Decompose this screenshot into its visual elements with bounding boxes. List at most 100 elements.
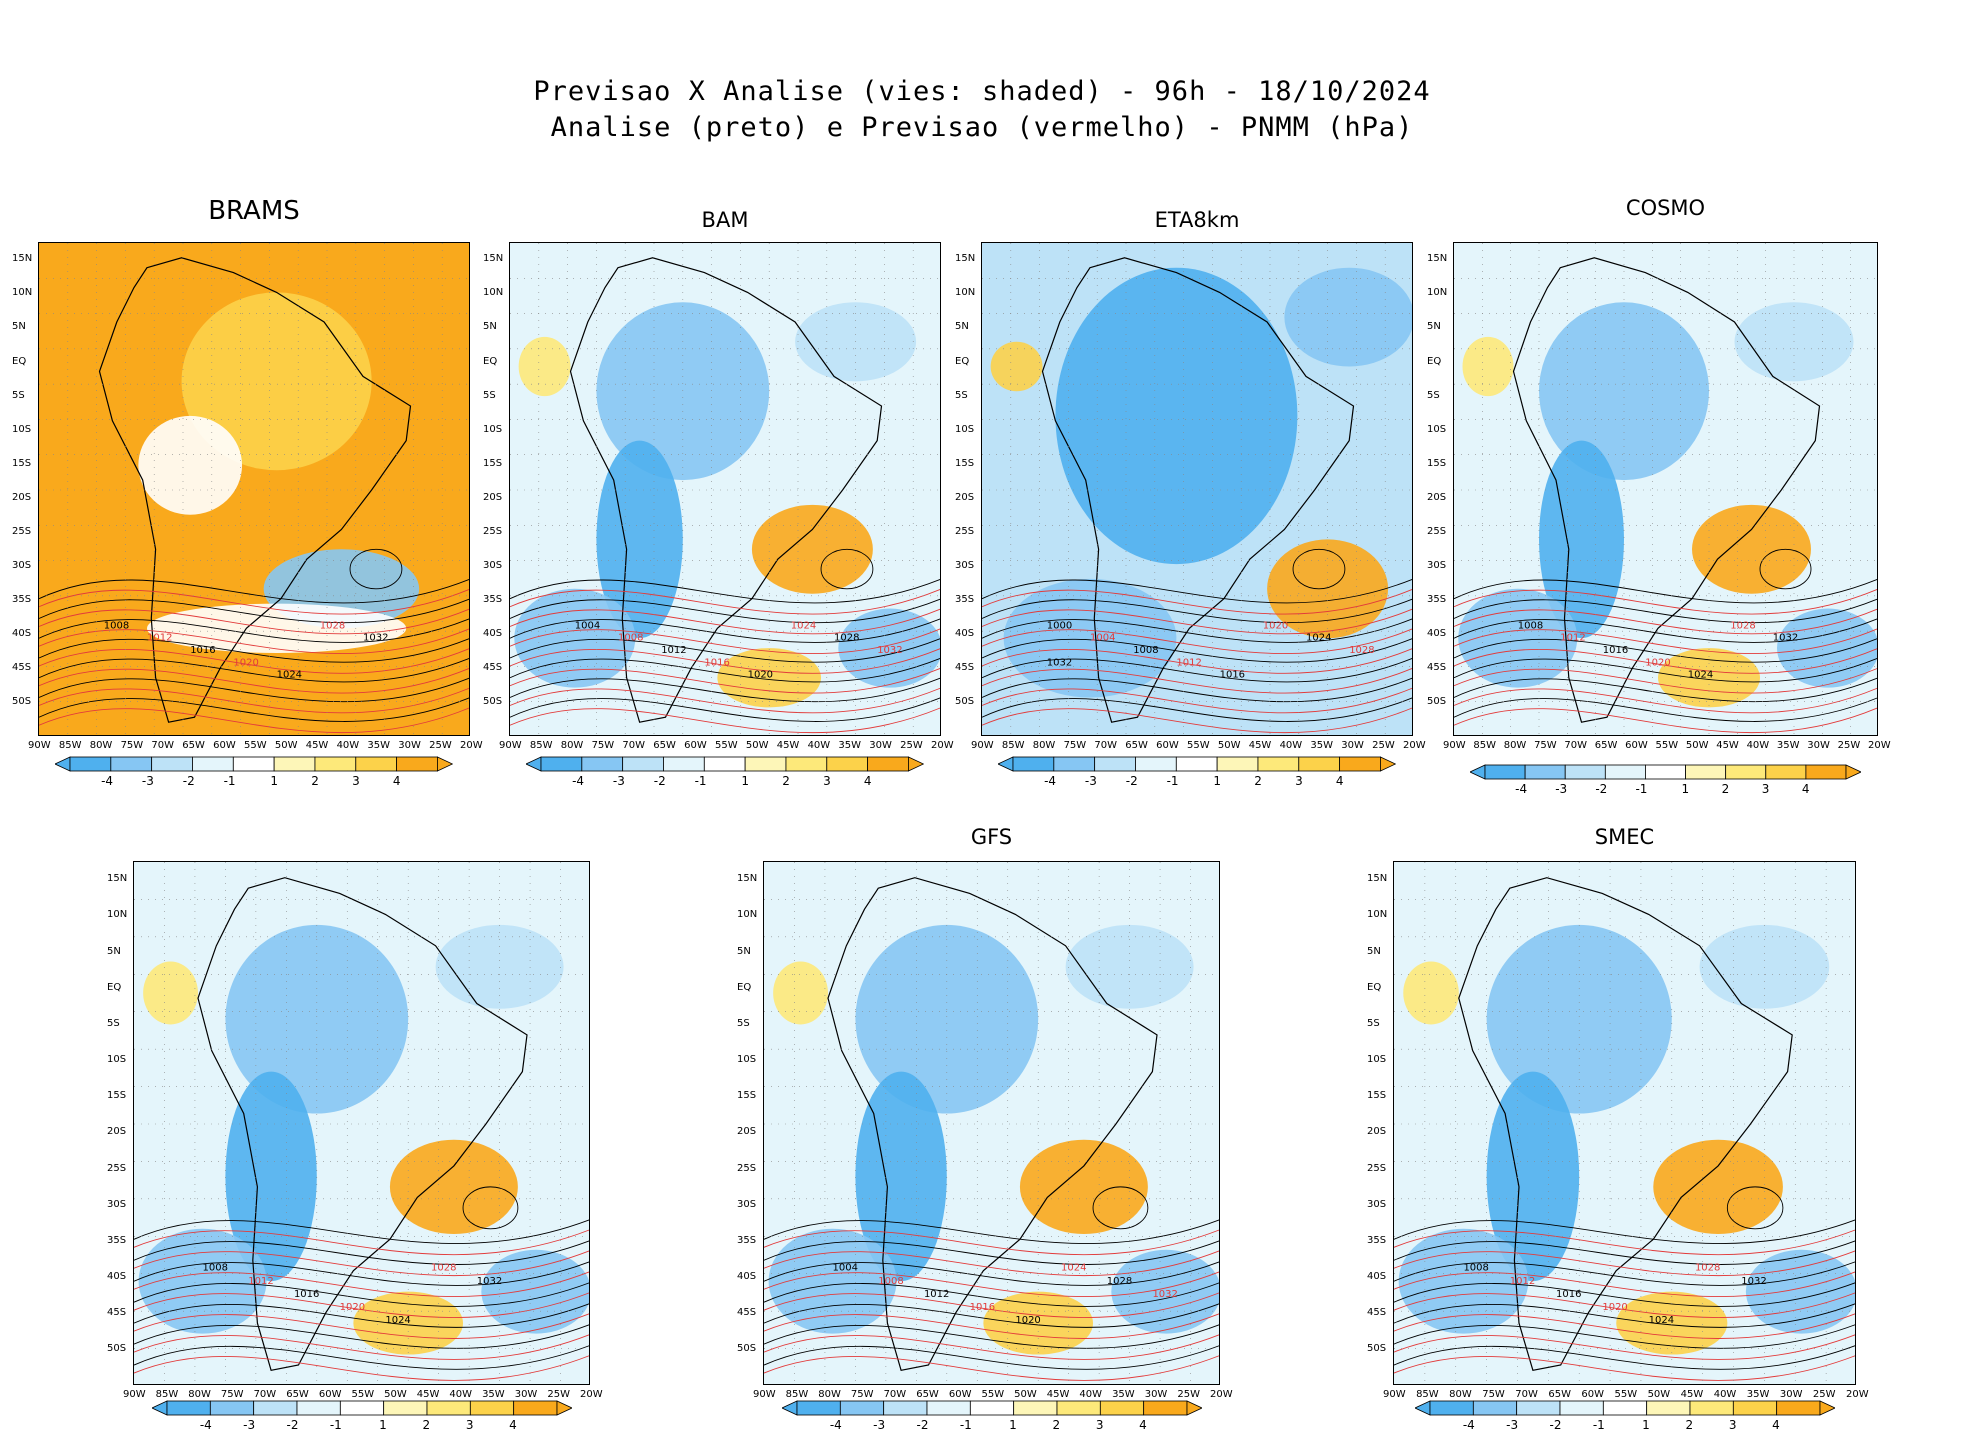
isobar-label: 1020 [340, 1302, 365, 1313]
lat-tick-label: 20S [107, 1126, 127, 1138]
forecast-isobar [1454, 588, 1877, 615]
bias-colorbar [54, 756, 454, 776]
lat-tick-label: 50S [12, 696, 32, 708]
lon-tick-label: 30W [1807, 740, 1830, 751]
lat-tick-label: 40S [107, 1271, 127, 1283]
high-pressure-contour [349, 548, 403, 590]
south-america-coastline [1512, 257, 1821, 723]
isobar-label: 1032 [1152, 1289, 1177, 1300]
isobar-label: 1016 [1220, 670, 1245, 681]
bias-colorbar [150, 1400, 573, 1420]
lon-tick-label: 30W [1341, 740, 1364, 751]
lon-tick-label: 70W [1564, 740, 1588, 751]
lat-tick-label: 50S [737, 1343, 757, 1355]
forecast-isobar [982, 687, 1412, 714]
lat-tick-label: 5N [107, 945, 121, 957]
colorbar-segment [1602, 1400, 1647, 1416]
colorbar-segment [1775, 1400, 1820, 1416]
isobar-label: 1008 [618, 633, 643, 644]
colorbar-segment [1732, 1400, 1777, 1416]
forecast-isobar [764, 1229, 1219, 1256]
colorbar-segment [355, 756, 398, 772]
bias-region [225, 924, 409, 1114]
colorbar-right-arrow [1186, 1400, 1203, 1416]
analysis-isobar [1454, 658, 1877, 683]
forecast-isobar [39, 628, 469, 655]
lon-tick-label: 30W [1779, 1389, 1803, 1400]
lon-tick-label: 70W [622, 740, 646, 751]
colorbar-segment [192, 756, 234, 772]
lat-tick-label: 15N [12, 253, 33, 265]
lat-tick-label: 15S [1367, 1090, 1387, 1102]
lon-tick-label: 65W [286, 1389, 309, 1400]
lon-tick-label: 45W [1248, 740, 1272, 751]
lat-tick-label: 45S [1427, 662, 1447, 674]
colorbar-label: 1 [1009, 1418, 1017, 1432]
analysis-isobar [764, 1303, 1219, 1328]
lat-tick-label: 25S [107, 1162, 127, 1174]
colorbar-label: 4 [509, 1418, 517, 1432]
colorbar-left-arrow [1413, 1400, 1430, 1416]
bias-region [143, 961, 198, 1025]
lat-tick-label: 5S [737, 1017, 750, 1029]
colorbar-segment [1765, 764, 1807, 780]
isobar-label: 1024 [1306, 633, 1331, 644]
analysis-isobar [1394, 1219, 1855, 1244]
colorbar-segment [1725, 764, 1767, 780]
lon-tick-label: 75W [220, 1389, 244, 1400]
lat-tick-label: EQ [12, 355, 27, 367]
colorbar-label: -1 [1635, 782, 1648, 796]
lon-tick-label: 20W [1210, 1389, 1233, 1400]
analysis-isobar [510, 657, 940, 683]
colorbar-segment [382, 1400, 427, 1416]
analysis-isobar [1454, 638, 1877, 663]
lon-tick-label: 40W [1079, 1389, 1103, 1400]
panel-model-name: BAM [701, 208, 749, 232]
colorbar-label: 4 [1801, 782, 1810, 796]
bias-region [389, 1139, 518, 1235]
forecast-isobar [510, 687, 940, 714]
lon-tick-label: 55W [715, 740, 738, 751]
lat-tick-label: 15N [483, 253, 504, 265]
colorbar-label: 4 [1335, 774, 1344, 788]
isobar-label: 1028 [834, 633, 859, 644]
lat-tick-label: 5N [12, 321, 26, 333]
colorbar-label: 4 [863, 774, 872, 788]
forecast-isobar [982, 588, 1412, 615]
colorbar-label: 2 [1685, 1418, 1694, 1432]
forecast-isobar [1394, 1271, 1855, 1298]
bias-map: 1004 1008 1012 1016 1020 1024 1028 1032 [509, 242, 941, 736]
lon-tick-label: 50W [1647, 1389, 1671, 1400]
forecast-isobar [1454, 687, 1877, 714]
lon-tick-label: 40W [336, 740, 360, 751]
forecast-isobar [134, 1229, 589, 1256]
forecast-isobar [982, 628, 1412, 655]
lat-tick-label: 5N [483, 321, 497, 333]
lat-tick-label: 40S [1367, 1271, 1387, 1283]
lat-tick-label: 10S [483, 423, 503, 435]
colorbar-label: 1 [379, 1418, 387, 1432]
lat-tick-label: 15N [1367, 873, 1388, 885]
lat-tick-label: 35S [1427, 594, 1447, 606]
lat-tick-label: 30S [12, 560, 32, 572]
analysis-isobar [1454, 618, 1877, 643]
lon-tick-label: 60W [1625, 740, 1648, 751]
colorbar-label: 2 [1052, 1418, 1061, 1432]
lat-tick-label: EQ [955, 355, 970, 367]
forecast-isobar [39, 687, 469, 714]
lon-tick-label: 80W [1449, 1389, 1472, 1400]
panel-model-name: SMEC [1594, 825, 1655, 849]
isobar-label: 1020 [1263, 620, 1288, 631]
isobar-label: 1004 [575, 620, 600, 631]
analysis-isobar [982, 657, 1412, 683]
lat-tick-label: 40S [955, 628, 975, 640]
colorbar-label: 3 [1295, 774, 1303, 788]
isobar-label: 1012 [1176, 657, 1201, 668]
colorbar-right-arrow [1845, 764, 1862, 780]
colorbar-segment [512, 1400, 557, 1416]
lon-tick-label: 40W [1279, 740, 1303, 751]
lat-tick-label: 10N [12, 287, 33, 299]
lon-tick-label: 45W [416, 1389, 440, 1400]
isobar-label: 1008 [1463, 1263, 1488, 1274]
colorbar-right-arrow [1819, 1400, 1836, 1416]
